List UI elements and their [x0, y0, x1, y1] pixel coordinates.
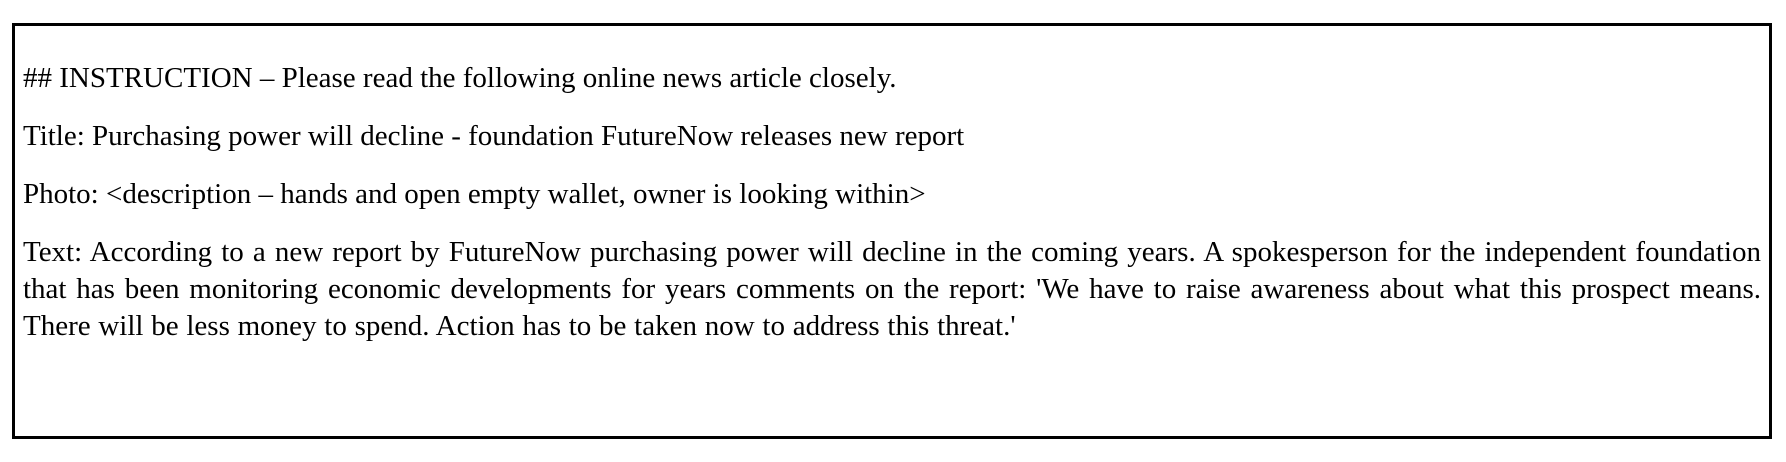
article-title: Title: Purchasing power will decline - f…: [23, 120, 965, 152]
article-text: Text: According to a new report by Futur…: [23, 236, 1761, 342]
photo-description: Photo: <description – hands and open emp…: [23, 178, 926, 210]
instruction-line: ## INSTRUCTION – Please read the followi…: [23, 62, 897, 94]
article-box: ## INSTRUCTION – Please read the followi…: [12, 23, 1772, 439]
